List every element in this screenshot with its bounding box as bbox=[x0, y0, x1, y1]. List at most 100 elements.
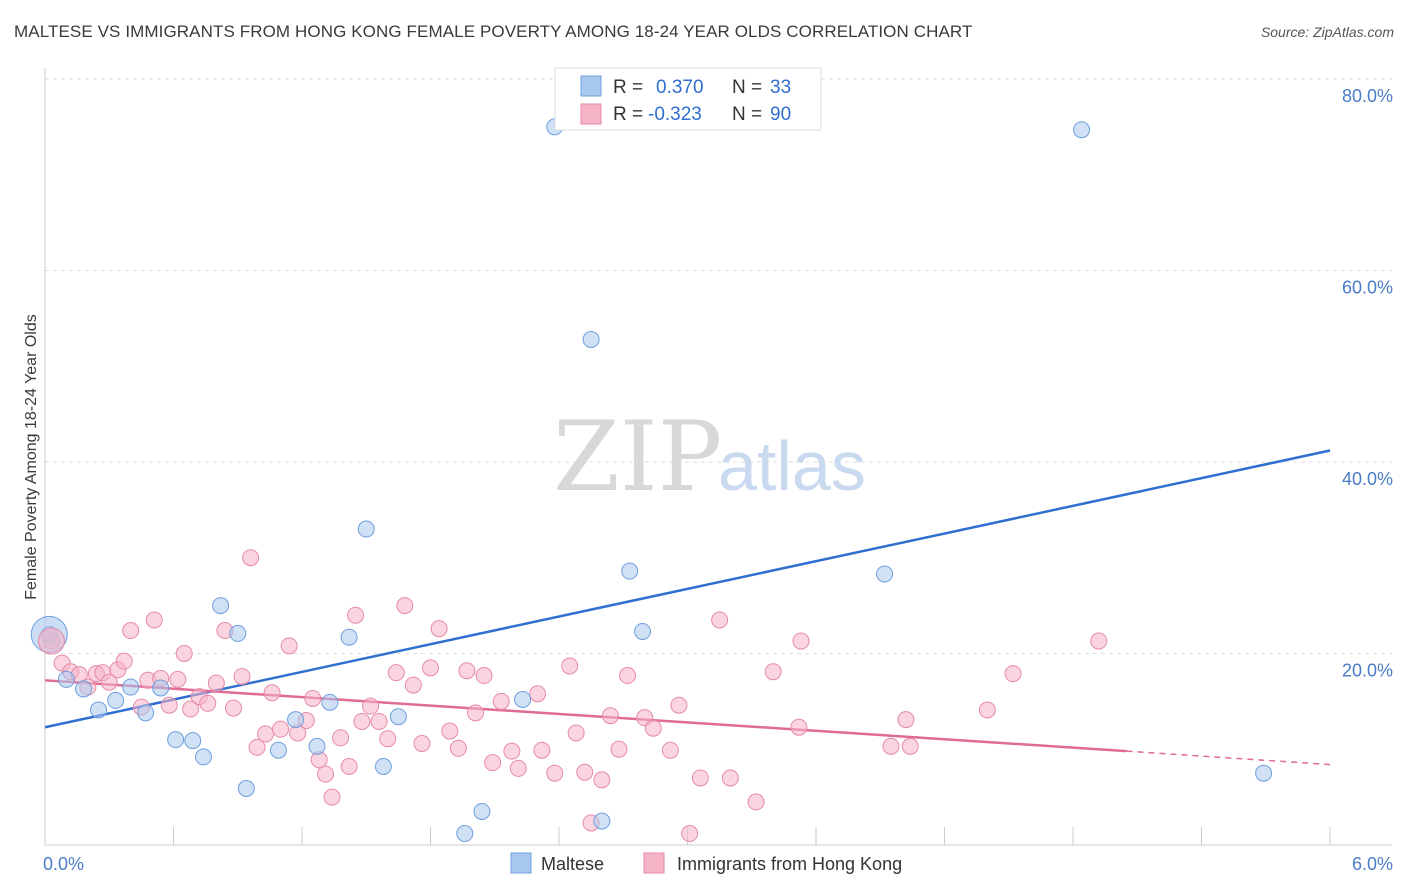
data-point-maltese bbox=[634, 622, 652, 640]
x-tick-labels: 0.0% 6.0% bbox=[43, 854, 1393, 874]
data-point-hongkong bbox=[901, 737, 919, 755]
data-point-maltese bbox=[357, 520, 375, 538]
data-point-hongkong bbox=[644, 719, 662, 737]
data-point-hongkong bbox=[475, 667, 493, 685]
data-point-maltese bbox=[229, 624, 247, 642]
data-point-hongkong bbox=[169, 670, 187, 688]
data-point-hongkong bbox=[610, 740, 628, 758]
legend-r-value: 0.370 bbox=[656, 77, 704, 98]
data-point-hongkong bbox=[897, 711, 915, 729]
data-point-hongkong bbox=[263, 684, 281, 702]
data-point-maltese bbox=[167, 731, 185, 749]
data-point-hongkong bbox=[379, 730, 397, 748]
data-point-hongkong bbox=[567, 724, 585, 742]
data-point-hongkong bbox=[160, 696, 178, 714]
data-point-hongkong bbox=[199, 694, 217, 712]
legend-n-value: 33 bbox=[770, 77, 791, 98]
data-point-hongkong bbox=[182, 700, 200, 718]
data-point-hongkong bbox=[1090, 632, 1108, 650]
y-tick-label: 80.0% bbox=[1342, 86, 1393, 106]
data-point-hongkong bbox=[546, 764, 564, 782]
data-point-hongkong bbox=[272, 720, 290, 738]
data-point-maltese bbox=[473, 802, 491, 820]
data-point-maltese bbox=[194, 748, 212, 766]
data-point-hongkong bbox=[882, 737, 900, 755]
x-tick-label: 0.0% bbox=[43, 854, 84, 874]
data-point-hongkong bbox=[100, 673, 118, 691]
data-point-hongkong bbox=[509, 759, 527, 777]
data-point-hongkong bbox=[353, 712, 371, 730]
data-point-hongkong bbox=[503, 742, 521, 760]
data-point-hongkong bbox=[747, 793, 765, 811]
data-point-hongkong bbox=[175, 645, 193, 662]
chart-title: MALTESE VS IMMIGRANTS FROM HONG KONG FEM… bbox=[14, 22, 973, 41]
data-point-hongkong bbox=[619, 667, 637, 685]
data-point-hongkong bbox=[370, 712, 388, 730]
data-points bbox=[30, 118, 1273, 843]
data-point-maltese bbox=[57, 670, 75, 688]
data-point-maltese bbox=[237, 780, 255, 798]
data-bubble bbox=[37, 627, 65, 655]
bottom-legend-label-hongkong: Immigrants from Hong Kong bbox=[677, 854, 902, 874]
data-point-hongkong bbox=[721, 769, 739, 787]
data-point-hongkong bbox=[492, 692, 510, 710]
data-point-hongkong bbox=[304, 690, 322, 708]
data-point-maltese bbox=[514, 690, 532, 708]
data-point-maltese bbox=[107, 691, 125, 709]
legend-n-label: N = bbox=[732, 77, 762, 98]
y-tick-label: 60.0% bbox=[1342, 278, 1393, 298]
data-point-maltese bbox=[308, 737, 326, 755]
data-point-hongkong bbox=[529, 685, 547, 703]
data-point-hongkong bbox=[441, 722, 459, 740]
data-point-hongkong bbox=[242, 549, 260, 567]
data-point-maltese bbox=[374, 757, 392, 775]
data-point-maltese bbox=[184, 732, 202, 750]
data-point-maltese bbox=[90, 701, 108, 719]
data-point-hongkong bbox=[576, 763, 594, 781]
data-point-maltese bbox=[876, 565, 894, 583]
data-point-maltese bbox=[75, 680, 93, 698]
legend-r-label: R = bbox=[613, 77, 643, 98]
legend-n-label: N = bbox=[732, 104, 762, 125]
data-point-hongkong bbox=[458, 662, 476, 680]
data-point-hongkong bbox=[533, 741, 551, 759]
trend-line-maltese bbox=[44, 449, 1331, 729]
data-point-hongkong bbox=[387, 664, 405, 682]
chart-source: Source: ZipAtlas.com bbox=[1260, 24, 1394, 40]
legend-box: R = 0.370 N = 33 R = -0.323 N = 90 bbox=[554, 67, 822, 131]
watermark-zip: ZIP bbox=[553, 401, 722, 513]
data-point-hongkong bbox=[561, 657, 579, 675]
bottom-legend-swatch-hongkong bbox=[643, 852, 665, 874]
watermark-atlas: atlas bbox=[718, 427, 866, 505]
watermark: ZIP atlas bbox=[553, 401, 866, 513]
data-point-maltese bbox=[340, 628, 358, 646]
data-point-hongkong bbox=[317, 765, 335, 783]
data-point-hongkong bbox=[790, 718, 808, 736]
data-point-hongkong bbox=[207, 674, 225, 692]
legend-r-label: R = bbox=[613, 104, 643, 125]
data-point-hongkong bbox=[422, 659, 439, 677]
data-point-hongkong bbox=[224, 699, 242, 717]
data-point-hongkong bbox=[430, 620, 448, 638]
data-point-hongkong bbox=[466, 704, 484, 722]
data-point-maltese bbox=[152, 679, 170, 697]
trend-lines bbox=[44, 449, 1331, 766]
data-point-hongkong bbox=[115, 652, 133, 670]
data-point-hongkong bbox=[661, 741, 679, 759]
data-point-hongkong bbox=[691, 769, 709, 787]
data-point-hongkong bbox=[248, 738, 266, 756]
data-point-maltese bbox=[212, 597, 230, 615]
data-point-hongkong bbox=[145, 611, 163, 629]
data-point-hongkong bbox=[257, 725, 275, 743]
data-point-maltese bbox=[582, 330, 600, 348]
data-point-hongkong bbox=[362, 697, 380, 715]
data-point-hongkong bbox=[340, 757, 358, 775]
y-tick-label: 40.0% bbox=[1342, 469, 1393, 489]
data-point-hongkong bbox=[1004, 665, 1022, 683]
data-point-maltese bbox=[269, 741, 287, 759]
data-point-maltese bbox=[287, 711, 305, 729]
data-point-hongkong bbox=[601, 707, 619, 725]
data-point-maltese bbox=[1073, 121, 1091, 139]
legend-swatch-maltese bbox=[580, 75, 602, 97]
